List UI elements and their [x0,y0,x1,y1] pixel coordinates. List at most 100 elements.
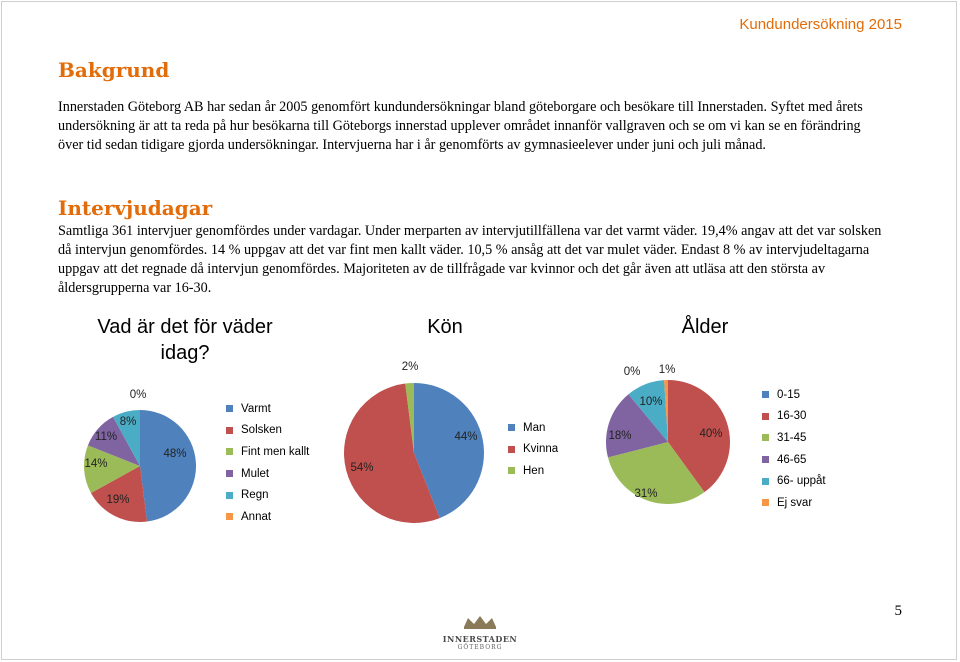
data-label-ej-svar: 1% [659,364,676,376]
legend-swatch [762,434,769,442]
legend-item-46-65: 46-65 [762,449,826,471]
data-label-0-15: 0% [624,366,641,378]
crown-icon [464,616,496,629]
legend-swatch [508,467,515,475]
pie-slice-hen [405,383,414,453]
legend-swatch [508,424,515,432]
legend-label: Varmt [241,402,271,415]
legend-swatch [226,491,233,499]
pie-slice-mulet [87,416,140,466]
legend-swatch [226,513,233,521]
legend-label: 0-15 [777,388,801,401]
legend-swatch [762,477,769,485]
legend-item-31-45: 31-45 [762,427,826,449]
legend-label: Solsken [241,424,282,437]
legend-item-16-30: 16-30 [762,406,826,428]
heading-intervjudagar: Intervjudagar [58,196,213,220]
paragraph-line: över tid sedan tidigare gjorda undersökn… [58,137,766,153]
legend-item-hen: Hen [508,460,558,482]
pie-slice-kvinna [344,383,440,523]
legend-label: Fint men kallt [241,445,310,458]
data-label-varmt: 48% [163,448,186,460]
header-title: Kundundersökning 2015 [739,16,902,33]
pie-slice-solsken [90,466,148,522]
legend-item-solsken: Solsken [226,420,309,442]
legend-item-kvinna: Kvinna [508,439,558,461]
data-label-hen: 2% [402,361,419,373]
legend-item-fint-men-kallt: Fint men kallt [226,441,309,463]
data-label-mulet: 11% [95,431,117,443]
data-label-annat: 0% [130,389,147,401]
pie-slice-man [414,383,484,519]
legend-label: 46-65 [777,453,807,466]
chart-title-weather: Vad är det för väder idag? [97,316,273,364]
paragraph-line: Innerstaden Göteborg AB har sedan år 200… [58,99,863,115]
pie-slice-31-45 [607,442,705,505]
legend-swatch [226,470,233,478]
data-label-regn: 8% [120,416,137,428]
paragraph-line: Samtliga 361 intervjuer genomfördes unde… [58,223,882,239]
paragraph-intervjudagar: Samtliga 361 intervjuer genomfördes unde… [58,222,908,298]
heading-bakgrund: Bakgrund [58,58,170,82]
legend-swatch [762,412,769,420]
pie-slice-varmt [140,410,196,522]
legend-label: Man [523,421,546,434]
data-label-46-65: 18% [608,430,631,442]
legend-swatch [762,391,769,399]
data-label-31-45: 31% [634,488,657,500]
legend-swatch [508,445,515,453]
legend-item-ej-svar: Ej svar [762,492,826,514]
paragraph-line: undersökning är att ta reda på hur besök… [58,118,861,134]
chart-title-gender: Kön [427,316,463,338]
page-number: 5 [894,603,903,619]
legend-label: Hen [523,464,545,477]
pie-slice-fint-men-kallt [83,445,140,493]
legend-item-regn: Regn [226,484,309,506]
legend-item-varmt: Varmt [226,398,309,420]
chart-title-age: Ålder [681,316,729,338]
legend-label: 16-30 [777,410,807,423]
pie-slice-ej-svar [664,380,668,442]
legend-label: Kvinna [523,443,559,456]
legend-swatch [762,456,769,464]
legend-weather: Varmt Solsken Fint men kallt Mulet Regn Annat [226,398,309,528]
legend-label: 66- uppåt [777,475,826,488]
data-label-16-30: 40% [699,428,722,440]
legend-item-66-uppåt: 66- uppåt [762,470,826,492]
paragraph-bakgrund: Innerstaden Göteborg AB har sedan år 200… [58,98,908,155]
logo-sub-text: GÖTEBORG [457,644,503,651]
data-label-man: 44% [454,431,477,443]
legend-swatch [226,426,233,434]
legend-label: 31-45 [777,431,807,444]
paragraph-line: då intervjun genomfördes. 14 % uppgav at… [58,242,870,258]
legend-swatch [226,448,233,456]
legend-item-annat: Annat [226,506,309,528]
pie-slice-66-uppåt [628,380,668,442]
logo-main-text: INNERSTADEN [442,634,518,644]
innerstaden-logo: INNERSTADEN GÖTEBORG [440,615,520,655]
legend-item-mulet: Mulet [226,463,309,485]
legend-swatch [226,405,233,413]
pie-slice-regn [113,410,140,466]
data-label-kvinna: 54% [350,462,373,474]
legend-label: Mulet [241,467,270,480]
legend-item-0-15: 0-15 [762,384,826,406]
data-label-66-uppåt: 10% [639,396,662,408]
legend-age: 0-15 16-30 31-45 46-65 66- uppåt Ej svar [762,384,826,514]
data-label-fint-men-kallt: 14% [84,458,107,470]
legend-label: Annat [241,510,272,523]
legend-label: Regn [241,489,269,502]
paragraph-line: åldersgrupperna var 16-30. [58,280,212,296]
legend-gender: Man Kvinna Hen [508,417,558,482]
legend-item-man: Man [508,417,558,439]
legend-label: Ej svar [777,496,813,509]
pie-slice-16-30 [668,380,730,493]
data-label-solsken: 19% [106,494,129,506]
paragraph-line: uppgav att det regnade då intervjun geno… [58,261,826,277]
legend-swatch [762,499,769,507]
pie-slice-46-65 [606,394,668,458]
